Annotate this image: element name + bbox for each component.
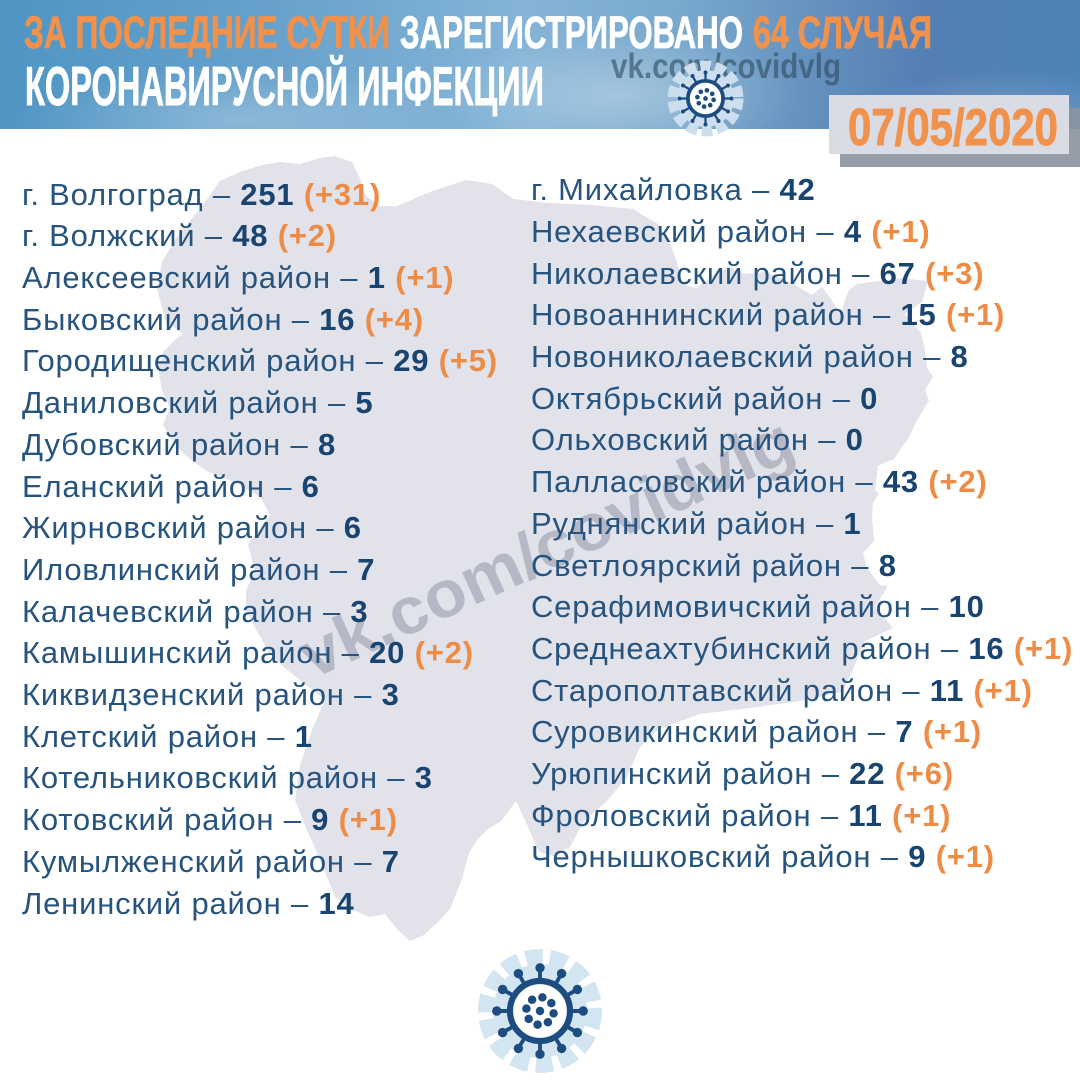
svg-text:ЗА ПОСЛЕДНИЕ СУТКИ: ЗА ПОСЛЕДНИЕ СУТКИ xyxy=(24,7,390,58)
svg-text:ЗАРЕГИСТРИРОВАНО: ЗАРЕГИСТРИРОВАНО xyxy=(400,7,743,58)
svg-text:КОРОНАВИРУСНОЙ ИНФЕКЦИИ: КОРОНАВИРУСНОЙ ИНФЕКЦИИ xyxy=(25,54,544,117)
svg-text:07/05/2020: 07/05/2020 xyxy=(848,99,1058,157)
svg-text:64 СЛУЧАЯ: 64 СЛУЧАЯ xyxy=(753,7,932,58)
